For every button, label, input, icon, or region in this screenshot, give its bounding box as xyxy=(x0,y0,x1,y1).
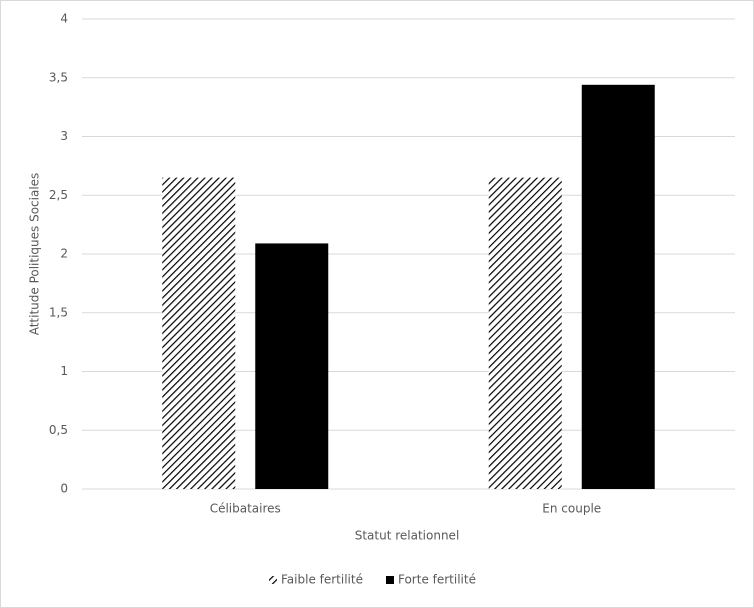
legend-label: Faible fertilité xyxy=(281,573,363,587)
y-tick-label: 2 xyxy=(60,247,68,261)
legend-marker xyxy=(269,576,277,584)
legend-marker xyxy=(385,576,394,584)
y-tick-label: 2,5 xyxy=(49,188,68,202)
y-tick-label: 0,5 xyxy=(49,423,68,437)
y-tick-label: 0 xyxy=(60,482,68,496)
x-tick-label: Célibataires xyxy=(210,502,281,516)
y-tick-label: 1,5 xyxy=(49,305,68,319)
y-tick-label: 3,5 xyxy=(49,70,68,84)
y-tick-label: 3 xyxy=(60,129,68,143)
legend-label: Forte fertilité xyxy=(398,573,476,587)
bar xyxy=(488,177,562,489)
bar xyxy=(581,84,655,490)
x-tick-label: En couple xyxy=(542,502,601,516)
bar xyxy=(162,177,236,489)
y-tick-label: 4 xyxy=(60,12,68,26)
y-axis-title: Attitude Politiques Sociales xyxy=(28,173,42,336)
x-axis-title: Statut relationnel xyxy=(355,529,460,543)
y-tick-label: 1 xyxy=(60,364,68,378)
bar xyxy=(255,243,329,489)
